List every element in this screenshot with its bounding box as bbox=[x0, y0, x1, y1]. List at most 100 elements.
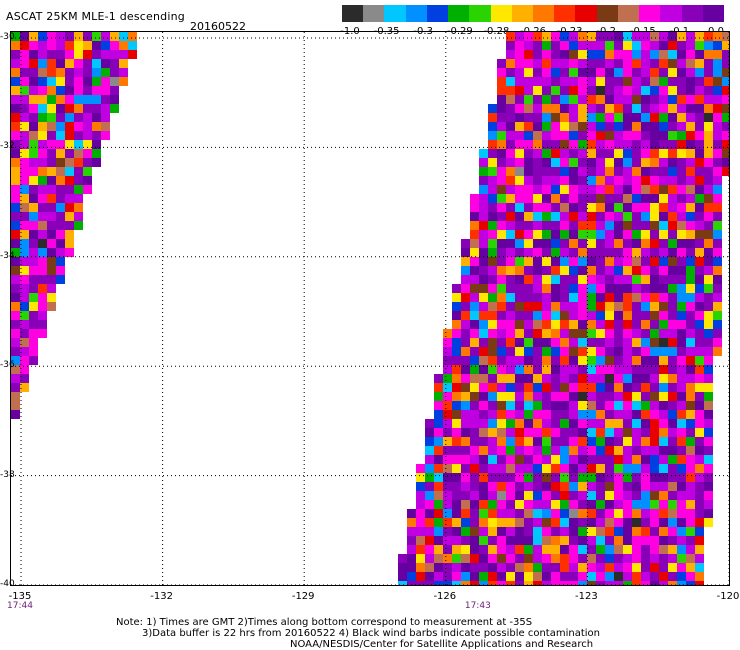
swath-cell bbox=[101, 68, 110, 77]
swath-cell bbox=[533, 32, 542, 41]
swath-cell bbox=[677, 311, 686, 320]
swath-cell bbox=[614, 356, 623, 365]
swath-cell bbox=[38, 293, 47, 302]
swath-cell bbox=[74, 212, 83, 221]
swath-cell bbox=[29, 158, 38, 167]
swath-cell bbox=[515, 176, 524, 185]
swath-cell bbox=[434, 581, 443, 585]
swath-cell bbox=[416, 581, 425, 585]
swath-cell bbox=[542, 401, 551, 410]
swath-cell bbox=[569, 329, 578, 338]
swath-cell bbox=[434, 428, 443, 437]
swath-cell bbox=[650, 500, 659, 509]
swath-cell bbox=[83, 167, 92, 176]
swath-cell bbox=[650, 509, 659, 518]
swath-cell bbox=[560, 140, 569, 149]
swath-cell bbox=[623, 176, 632, 185]
swath-cell bbox=[596, 185, 605, 194]
swath-cell bbox=[704, 410, 713, 419]
colorbar-segment bbox=[575, 5, 597, 22]
swath-cell bbox=[596, 275, 605, 284]
longitude-label: -123 bbox=[575, 591, 598, 602]
swath-cell bbox=[47, 113, 56, 122]
swath-cell bbox=[686, 374, 695, 383]
swath-cell bbox=[722, 113, 729, 122]
note-line-2: 3)Data buffer is 22 hrs from 20160522 4)… bbox=[142, 628, 600, 639]
swath-cell bbox=[578, 257, 587, 266]
swath-cell bbox=[92, 77, 101, 86]
swath-cell bbox=[470, 230, 479, 239]
swath-cell bbox=[515, 356, 524, 365]
swath-cell bbox=[641, 473, 650, 482]
swath-cell bbox=[56, 230, 65, 239]
swath-cell bbox=[659, 68, 668, 77]
swath-cell bbox=[623, 284, 632, 293]
swath-cell bbox=[38, 59, 47, 68]
swath-cell bbox=[65, 176, 74, 185]
swath-cell bbox=[605, 302, 614, 311]
swath-cell bbox=[650, 329, 659, 338]
swath-cell bbox=[650, 302, 659, 311]
swath-cell bbox=[506, 203, 515, 212]
swath-cell bbox=[560, 482, 569, 491]
swath-cell bbox=[650, 383, 659, 392]
swath-cell bbox=[686, 545, 695, 554]
swath-cell bbox=[632, 347, 641, 356]
swath-cell bbox=[29, 86, 38, 95]
swath-cell bbox=[560, 248, 569, 257]
swath-cell bbox=[56, 266, 65, 275]
swath-cell bbox=[524, 527, 533, 536]
swath-cell bbox=[605, 500, 614, 509]
swath-cell bbox=[677, 455, 686, 464]
swath-cell bbox=[506, 365, 515, 374]
swath-cell bbox=[551, 401, 560, 410]
swath-cell bbox=[713, 185, 722, 194]
swath-cell bbox=[29, 329, 38, 338]
swath-cell bbox=[686, 50, 695, 59]
swath-cell bbox=[569, 149, 578, 158]
swath-cell bbox=[497, 464, 506, 473]
swath-cell bbox=[560, 347, 569, 356]
swath-cell bbox=[677, 284, 686, 293]
swath-cell bbox=[11, 284, 20, 293]
swath-cell bbox=[542, 428, 551, 437]
swath-cell bbox=[56, 68, 65, 77]
swath-cell bbox=[416, 563, 425, 572]
swath-cell bbox=[677, 158, 686, 167]
swath-cell bbox=[488, 311, 497, 320]
swath-cell bbox=[641, 374, 650, 383]
swath-cell bbox=[65, 32, 74, 41]
swath-cell bbox=[641, 518, 650, 527]
swath-cell bbox=[38, 203, 47, 212]
swath-cell bbox=[668, 104, 677, 113]
swath-cell bbox=[74, 167, 83, 176]
swath-cell bbox=[650, 581, 659, 585]
swath-cell bbox=[56, 194, 65, 203]
swath-cell bbox=[668, 59, 677, 68]
swath-cell bbox=[434, 446, 443, 455]
swath-cell bbox=[542, 518, 551, 527]
swath-cell bbox=[38, 77, 47, 86]
swath-cell bbox=[101, 32, 110, 41]
swath-cell bbox=[488, 185, 497, 194]
swath-cell bbox=[488, 356, 497, 365]
swath-cell bbox=[677, 68, 686, 77]
swath-cell bbox=[632, 572, 641, 581]
swath-cell bbox=[524, 428, 533, 437]
swath-cell bbox=[20, 59, 29, 68]
swath-cell bbox=[551, 509, 560, 518]
swath-cell bbox=[605, 95, 614, 104]
swath-cell bbox=[38, 41, 47, 50]
colorbar-segment bbox=[617, 5, 640, 22]
swath-cell bbox=[38, 212, 47, 221]
swath-cell bbox=[677, 77, 686, 86]
swath-cell bbox=[407, 527, 416, 536]
swath-cell bbox=[704, 257, 713, 266]
swath-cell bbox=[533, 176, 542, 185]
swath-cell bbox=[524, 266, 533, 275]
swath-cell bbox=[533, 581, 542, 585]
swath-cell bbox=[623, 221, 632, 230]
swath-cell bbox=[623, 77, 632, 86]
swath-cell bbox=[452, 401, 461, 410]
swath-cell bbox=[686, 428, 695, 437]
